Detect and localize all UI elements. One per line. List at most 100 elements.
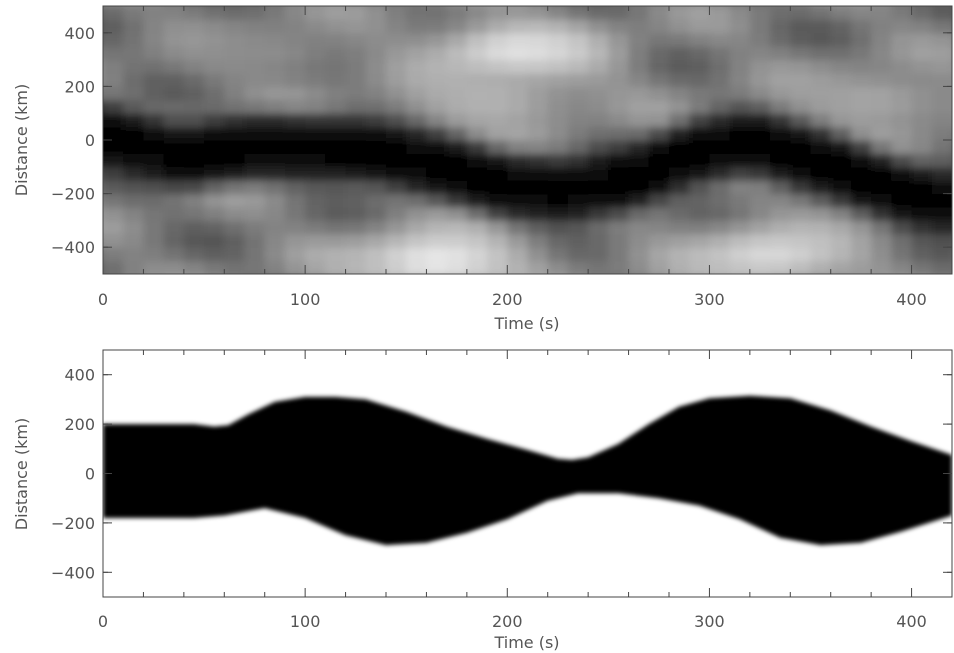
heatmap-cell [204, 86, 225, 100]
heatmap-cell [184, 113, 205, 127]
heatmap-cell [507, 73, 528, 87]
heatmap-cell [649, 180, 670, 194]
heatmap-cell [649, 46, 670, 60]
heatmap-cell [588, 100, 609, 114]
heatmap-cell [689, 207, 710, 221]
heatmap-cell [204, 100, 225, 114]
heatmap-cell [568, 46, 589, 60]
heatmap-cell [528, 73, 549, 87]
heatmap-cell [123, 140, 144, 154]
heatmap-cell [528, 127, 549, 141]
heatmap-cell [83, 0, 104, 7]
heatmap-cell [689, 261, 710, 275]
heatmap-cell [386, 140, 407, 154]
heatmap-cell [366, 167, 387, 181]
heatmap-cell [689, 220, 710, 234]
heatmap-cell [932, 46, 953, 60]
heatmap-cell [649, 153, 670, 167]
heatmap-cell [932, 60, 953, 74]
heatmap-cell [204, 153, 225, 167]
heatmap-cell [811, 60, 832, 74]
heatmap-cell [851, 194, 872, 208]
heatmap-cell [608, 207, 629, 221]
heatmap-cell [487, 140, 508, 154]
heatmap-cell [689, 140, 710, 154]
heatmap-cell [588, 33, 609, 47]
heatmap-cell [305, 127, 326, 141]
heatmap-cell [770, 234, 791, 248]
heatmap-cell [406, 46, 427, 60]
heatmap-cell [346, 234, 367, 248]
heatmap-cell [548, 86, 569, 100]
heatmap-cell [305, 207, 326, 221]
heatmap-cell [932, 113, 953, 127]
heatmap-cell [770, 274, 791, 288]
heatmap-cell [629, 127, 650, 141]
heatmap-cell [285, 153, 306, 167]
heatmap-cell [143, 274, 164, 288]
heatmap-cell [730, 113, 751, 127]
heatmap-cell [406, 274, 427, 288]
heatmap-cell [669, 33, 690, 47]
heatmap-cell [608, 167, 629, 181]
heatmap-cell [184, 127, 205, 141]
heatmap-cell [123, 113, 144, 127]
heatmap-cell [224, 127, 245, 141]
heatmap-cell [608, 100, 629, 114]
heatmap-cell [123, 194, 144, 208]
heatmap-cell [224, 73, 245, 87]
heatmap-cell [305, 234, 326, 248]
heatmap-cell [447, 153, 468, 167]
heatmap-cell [426, 247, 447, 261]
heatmap-cell [811, 6, 832, 20]
heatmap-cell [467, 6, 488, 20]
heatmap-cell [568, 33, 589, 47]
heatmap-cell [366, 180, 387, 194]
heatmap-cell [224, 274, 245, 288]
heatmap-cell [629, 86, 650, 100]
heatmap-cell [689, 113, 710, 127]
heatmap-cell [184, 46, 205, 60]
heatmap-cell [83, 153, 104, 167]
heatmap-cell [629, 261, 650, 275]
heatmap-cell [265, 60, 286, 74]
heatmap-cell [851, 60, 872, 74]
heatmap-cell [507, 33, 528, 47]
heatmap-cell [588, 113, 609, 127]
heatmap-cell [346, 113, 367, 127]
heatmap-cell [831, 19, 852, 33]
heatmap-cell [709, 180, 730, 194]
heatmap-cell [528, 180, 549, 194]
x-tick-label: 200 [492, 612, 523, 631]
heatmap-cell [366, 153, 387, 167]
heatmap-cell [790, 247, 811, 261]
x-tick-labels: 0 100 200 300 400 [98, 290, 927, 309]
heatmap-cell [770, 261, 791, 275]
heatmap-cell [831, 220, 852, 234]
heatmap-cell [346, 194, 367, 208]
heatmap-cell [346, 220, 367, 234]
heatmap-cell [467, 19, 488, 33]
heatmap-cell [487, 261, 508, 275]
heatmap-cell [325, 261, 346, 275]
heatmap-cell [568, 100, 589, 114]
heatmap-cell [750, 207, 771, 221]
heatmap-cell [305, 6, 326, 20]
heatmap-cell [386, 33, 407, 47]
heatmap-cell [103, 46, 124, 60]
heatmap-cell [709, 220, 730, 234]
heatmap-cell [548, 261, 569, 275]
heatmap-cell [507, 140, 528, 154]
heatmap-cell [184, 180, 205, 194]
heatmap-cell [730, 274, 751, 288]
heatmap-cell [588, 247, 609, 261]
heatmap-cell [851, 180, 872, 194]
heatmap-cell [265, 113, 286, 127]
heatmap-cell [447, 6, 468, 20]
heatmap-cell [588, 73, 609, 87]
heatmap-cell [265, 33, 286, 47]
heatmap-cell [224, 46, 245, 60]
heatmap-cell [811, 261, 832, 275]
heatmap-cell [588, 6, 609, 20]
